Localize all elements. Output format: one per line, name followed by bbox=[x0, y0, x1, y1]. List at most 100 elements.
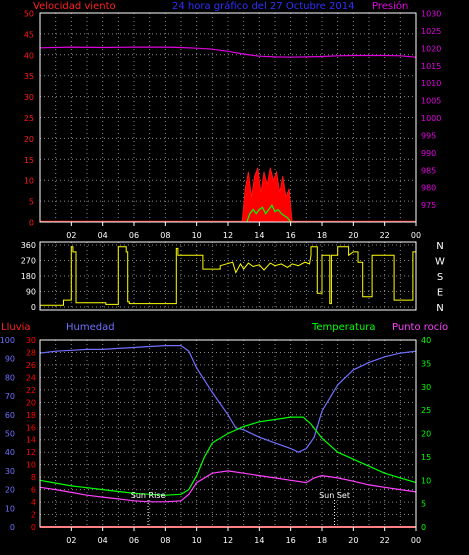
temperature-line bbox=[39, 416, 417, 496]
wind-speed-tick-label: 50 bbox=[24, 10, 34, 19]
x-tick-label: 16 bbox=[286, 231, 296, 240]
rain-tick-label: 4 bbox=[31, 498, 36, 507]
x-tick-label: 10 bbox=[192, 231, 202, 240]
humidity-tick-label: 90 bbox=[5, 355, 15, 364]
x-tick-label: 18 bbox=[317, 231, 327, 240]
humidity-tick-label: 60 bbox=[5, 411, 15, 420]
pressure-tick-label: 980 bbox=[421, 184, 436, 193]
direction-tick-label: 90 bbox=[26, 288, 36, 297]
rain-axis-label: Lluvia bbox=[1, 322, 31, 333]
rain-tick-label: 20 bbox=[26, 398, 36, 407]
rain-tick-label: 0 bbox=[31, 523, 36, 532]
direction-tick-label: 360 bbox=[21, 241, 36, 250]
wind-average-line bbox=[246, 204, 292, 223]
x-tick-label: 06 bbox=[129, 536, 139, 545]
pressure-axis-label: Presión bbox=[372, 0, 408, 12]
humidity-tick-label: 80 bbox=[5, 373, 15, 382]
wind-speed-tick-label: 15 bbox=[24, 156, 34, 165]
x-tick-label: 04 bbox=[98, 231, 108, 240]
temperature-tick-label: 0 bbox=[421, 523, 426, 532]
wind-speed-tick-label: 10 bbox=[24, 177, 34, 186]
compass-label: E bbox=[437, 288, 443, 299]
humidity-tick-label: 70 bbox=[5, 392, 15, 401]
humidity-tick-label: 10 bbox=[5, 504, 15, 513]
wind-pressure-panel: Velocidad viento 24 hora gráfico del 27 … bbox=[24, 0, 442, 240]
wind-speed-tick-label: 35 bbox=[24, 72, 34, 81]
temperature-tick-label: 25 bbox=[421, 406, 431, 415]
x-tick-label: 02 bbox=[66, 536, 76, 545]
x-tick-label: 00 bbox=[411, 536, 421, 545]
humidity-tick-label: 0 bbox=[10, 523, 15, 532]
temperature-tick-label: 10 bbox=[421, 476, 431, 485]
wind-gust-area bbox=[241, 167, 293, 223]
temperature-tick-label: 30 bbox=[421, 383, 431, 392]
x-tick-label: 12 bbox=[223, 231, 233, 240]
pressure-tick-label: 1015 bbox=[421, 62, 441, 71]
temperature-tick-label: 35 bbox=[421, 359, 431, 368]
compass-label: N bbox=[436, 241, 443, 252]
x-tick-label: 02 bbox=[66, 231, 76, 240]
x-tick-label: 08 bbox=[160, 231, 170, 240]
wind-speed-axis-label: Velocidad viento bbox=[33, 1, 116, 12]
wind-speed-tick-label: 45 bbox=[24, 30, 34, 39]
x-tick-label: 20 bbox=[348, 231, 358, 240]
rain-tick-label: 22 bbox=[26, 386, 36, 395]
plot-marks bbox=[40, 246, 416, 306]
rain-tick-label: 2 bbox=[31, 511, 36, 520]
humidity-axis-label: Humedad bbox=[66, 322, 115, 333]
pressure-tick-label: 1030 bbox=[421, 10, 441, 19]
humidity-temperature-panel: Lluvia Humedad Temperatura Punto rocío S… bbox=[0, 321, 448, 545]
rain-tick-label: 26 bbox=[26, 361, 36, 370]
compass-label: S bbox=[437, 272, 443, 283]
temperature-tick-label: 5 bbox=[421, 500, 426, 509]
humidity-line bbox=[39, 345, 417, 453]
temperature-tick-label: 20 bbox=[421, 430, 431, 439]
pressure-tick-label: 1005 bbox=[421, 97, 441, 106]
x-tick-label: 08 bbox=[160, 536, 170, 545]
humidity-tick-label: 50 bbox=[5, 430, 15, 439]
x-tick-label: 22 bbox=[380, 231, 390, 240]
wind-speed-tick-label: 0 bbox=[29, 219, 34, 228]
rain-tick-label: 30 bbox=[26, 336, 36, 345]
humidity-tick-label: 30 bbox=[5, 467, 15, 476]
temperature-axis-label: Temperatura bbox=[311, 322, 376, 333]
pressure-tick-label: 995 bbox=[421, 131, 436, 140]
axis-ticks: 0246810121416182022242628300102030405060… bbox=[0, 336, 431, 545]
pressure-line bbox=[39, 46, 417, 58]
pressure-tick-label: 1000 bbox=[421, 114, 441, 123]
compass-label: W bbox=[435, 257, 445, 268]
pressure-tick-label: 1020 bbox=[421, 44, 441, 53]
pressure-tick-label: 990 bbox=[421, 149, 436, 158]
compass-label: N bbox=[436, 303, 443, 314]
x-tick-label: 04 bbox=[98, 536, 108, 545]
wind-speed-tick-label: 20 bbox=[24, 135, 34, 144]
rain-tick-label: 12 bbox=[26, 448, 36, 457]
rain-tick-label: 14 bbox=[26, 436, 36, 445]
x-tick-label: 16 bbox=[286, 536, 296, 545]
x-tick-label: 22 bbox=[380, 536, 390, 545]
pressure-tick-label: 1010 bbox=[421, 79, 441, 88]
x-tick-label: 18 bbox=[317, 536, 327, 545]
x-tick-label: 14 bbox=[254, 536, 264, 545]
pressure-tick-label: 1025 bbox=[421, 27, 441, 36]
rain-tick-label: 8 bbox=[31, 473, 36, 482]
rain-tick-label: 16 bbox=[26, 423, 36, 432]
humidity-tick-label: 40 bbox=[5, 448, 15, 457]
pressure-tick-label: 985 bbox=[421, 166, 436, 175]
sun-marker-label: Sun Rise bbox=[131, 491, 166, 500]
direction-tick-label: 0 bbox=[31, 303, 36, 312]
sun-marker-label: Sun Set bbox=[319, 491, 350, 500]
rain-tick-label: 10 bbox=[26, 461, 36, 470]
direction-tick-label: 180 bbox=[21, 272, 36, 281]
dewpoint-axis-label: Punto rocío bbox=[392, 321, 448, 333]
temperature-tick-label: 15 bbox=[421, 453, 431, 462]
rain-tick-label: 18 bbox=[26, 411, 36, 420]
dewpoint-line bbox=[39, 470, 417, 503]
x-tick-label: 14 bbox=[254, 231, 264, 240]
axis-ticks: 0510152025303540455097598098599099510001… bbox=[24, 10, 442, 241]
rain-tick-label: 24 bbox=[26, 373, 36, 382]
wind-direction-line bbox=[40, 246, 416, 306]
